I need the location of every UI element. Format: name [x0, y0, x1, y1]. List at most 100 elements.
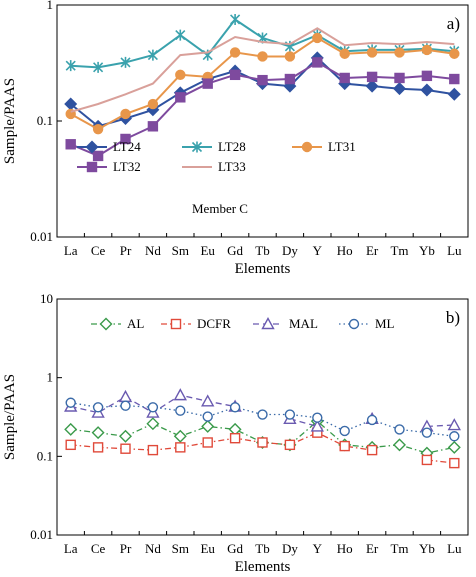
data-point: [147, 49, 158, 61]
data-point: [394, 47, 405, 58]
x-tick-label: Er: [366, 243, 379, 258]
legend-marker: [86, 161, 98, 173]
data-point: [229, 47, 241, 58]
x-tick-label: Nd: [145, 243, 161, 258]
x-tick-label: Lu: [447, 243, 462, 258]
data-point: [65, 439, 76, 451]
legend-label: LT32: [113, 159, 141, 174]
legend: AL DCFR MAL ML: [91, 316, 395, 331]
x-tick-label: Eu: [200, 243, 215, 258]
data-point: [93, 61, 104, 73]
data-point: [284, 73, 296, 85]
data-point: [119, 429, 132, 443]
series-line: [70, 402, 455, 437]
y-axis-label: Sample/PAAS: [2, 78, 18, 164]
data-point: [120, 133, 131, 145]
data-point: [339, 48, 350, 59]
y-tick-label: 0.01: [30, 527, 53, 542]
plot-frame: [56, 298, 469, 536]
legend-marker: [191, 141, 203, 153]
data-point: [366, 414, 378, 426]
x-tick-label: Dy: [282, 541, 298, 556]
data-point: [120, 443, 131, 454]
x-tick-label: Gd: [227, 243, 243, 258]
data-point: [449, 457, 460, 469]
legend-marker: [85, 140, 99, 154]
y-tick-label: 0.1: [37, 113, 53, 128]
data-point: [393, 438, 406, 452]
data-point: [92, 442, 104, 453]
chart-panel-b: 0.01 0.1 1 10 La Ce Pr Nd Sm Eu Gd Tb Dy Y Ho Er Tm Yb Lu E…: [2, 291, 469, 575]
data-point: [120, 400, 131, 411]
data-point: [230, 13, 241, 25]
series-line: [70, 27, 455, 113]
data-point: [202, 437, 213, 448]
data-point: [229, 433, 241, 444]
data-point: [120, 108, 131, 120]
data-point: [339, 425, 350, 437]
x-tick-label: Ho: [337, 541, 353, 556]
data-point: [64, 422, 78, 436]
data-point: [447, 440, 461, 454]
data-point: [449, 431, 460, 442]
data-point: [118, 389, 133, 403]
data-point: [447, 87, 461, 101]
x-tick-label: Ce: [91, 541, 106, 556]
data-point: [202, 78, 213, 89]
x-tick-label: Gd: [227, 541, 243, 556]
data-point: [339, 440, 350, 452]
x-tick-label: Dy: [282, 243, 298, 258]
data-point: [365, 79, 379, 93]
data-point: [394, 72, 405, 84]
legend-label: ML: [375, 316, 395, 331]
x-tick-label: Ho: [337, 243, 353, 258]
legend-label: LT28: [218, 139, 246, 154]
x-tick-label: Nd: [145, 541, 161, 556]
data-point: [147, 402, 159, 413]
data-point: [421, 44, 433, 56]
data-point: [420, 83, 434, 97]
x-tick-label: Pr: [120, 243, 132, 258]
legend-marker: [261, 317, 275, 330]
data-point: [394, 424, 405, 435]
series-lt32: [65, 57, 460, 162]
x-tick-label: Tb: [255, 541, 269, 556]
legend-marker: [99, 317, 113, 331]
x-tick-label: Er: [366, 541, 379, 556]
y-tick-label: 10: [40, 291, 53, 306]
data-point: [175, 29, 186, 41]
data-point: [257, 74, 268, 86]
data-point: [257, 51, 268, 62]
x-tick-label: Pr: [120, 541, 132, 556]
data-point: [366, 47, 378, 58]
data-point: [284, 51, 296, 62]
data-point: [201, 419, 215, 433]
data-point: [146, 417, 160, 431]
legend-label: LT33: [218, 159, 246, 174]
data-point: [92, 123, 104, 135]
y-tick-label: 0.01: [30, 229, 53, 244]
data-point: [284, 439, 296, 451]
data-point: [312, 412, 323, 423]
series-dcfr: [65, 427, 460, 469]
data-point: [175, 442, 186, 453]
data-point: [284, 409, 296, 420]
data-point: [147, 121, 159, 132]
y-tick-label: 1: [47, 370, 54, 385]
data-point: [201, 394, 215, 407]
series-lt33: [70, 27, 455, 113]
data-point: [229, 402, 241, 413]
data-point: [92, 150, 104, 162]
data-point: [366, 444, 378, 456]
data-point: [173, 429, 187, 443]
data-point: [310, 419, 324, 432]
data-point: [175, 92, 186, 103]
series-lt31: [65, 32, 460, 135]
data-point: [65, 397, 76, 408]
panel-label: b): [446, 308, 460, 327]
x-tick-label: Tb: [255, 243, 269, 258]
x-tick-label: Tm: [390, 243, 408, 258]
data-point: [65, 139, 76, 150]
chart-panel-a: 0.01 0.1 1 La Ce Pr Nd Sm Eu Gd Tb Dy Y Ho Er Tm Yb Lu Ele…: [2, 0, 469, 277]
